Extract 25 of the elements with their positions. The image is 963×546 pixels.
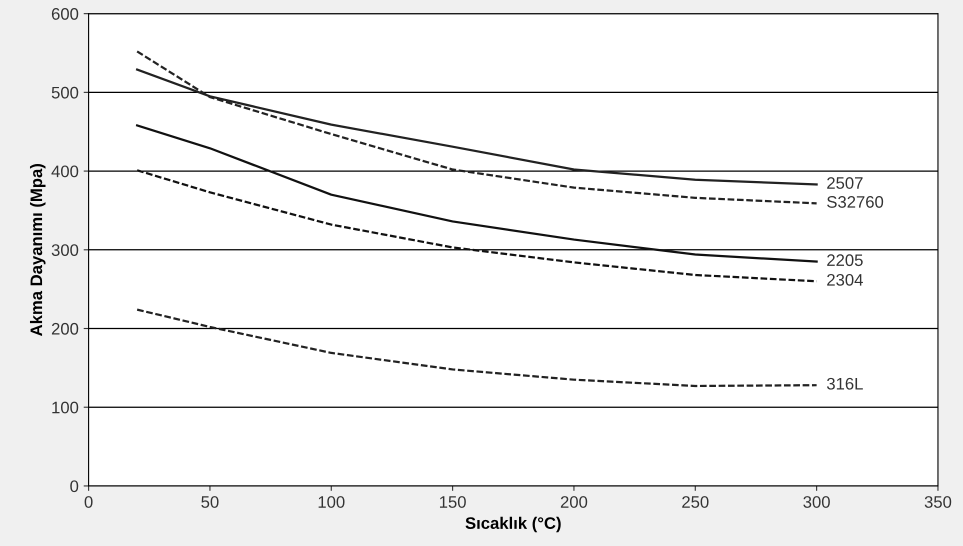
series-label: 2304 xyxy=(827,274,863,286)
x-tick-label: 150 xyxy=(440,496,466,508)
y-tick-label: 300 xyxy=(52,244,78,256)
line-series xyxy=(136,308,818,388)
series-label: S32760 xyxy=(827,196,884,208)
y-axis-title: Akma Dayanımı (Mpa) xyxy=(30,164,46,336)
y-tick-label: 200 xyxy=(52,322,78,335)
series-label: 2205 xyxy=(827,254,863,266)
x-tick-label: 100 xyxy=(318,496,345,508)
series-label: 316L xyxy=(826,378,863,390)
line-series xyxy=(136,50,818,204)
y-tick-label: 100 xyxy=(52,402,78,414)
line-series xyxy=(136,124,818,263)
x-axis-title: Sıcaklık (°C) xyxy=(466,516,561,532)
x-tick-label: 0 xyxy=(84,496,93,508)
series-label: 2507 xyxy=(827,177,863,189)
x-tick-label: 50 xyxy=(201,496,219,508)
y-tick-label: 500 xyxy=(52,86,78,99)
x-tick-label: 300 xyxy=(803,496,830,508)
y-tick-label: 400 xyxy=(51,165,78,178)
y-tick-label: 600 xyxy=(52,8,78,20)
x-tick-label: 250 xyxy=(682,496,709,508)
y-tick-label: 0 xyxy=(70,480,78,492)
x-tick-label: 350 xyxy=(924,496,952,508)
x-tick-label: 200 xyxy=(560,496,588,508)
